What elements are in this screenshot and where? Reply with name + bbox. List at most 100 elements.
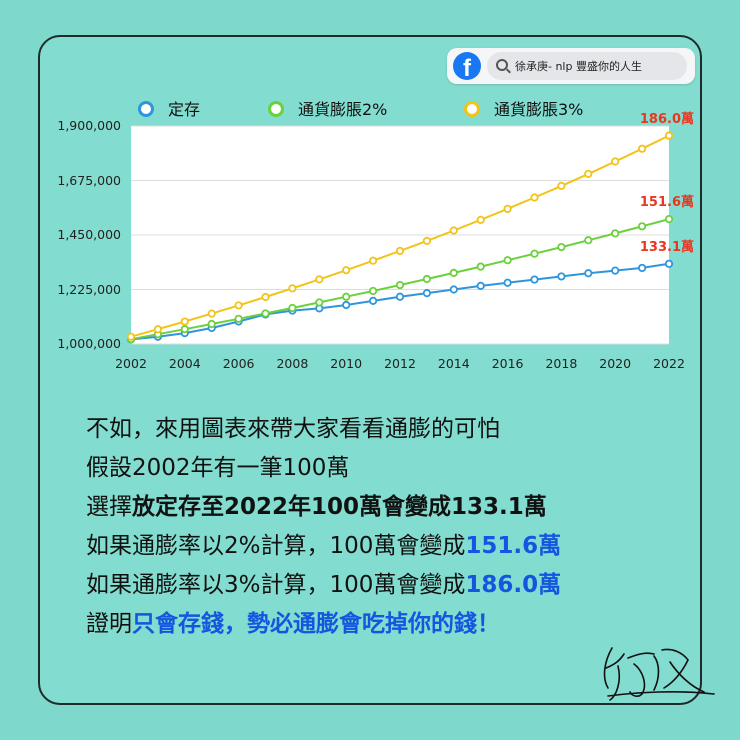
- data-point: [288, 303, 297, 313]
- data-point: [315, 275, 324, 284]
- data-point: [664, 214, 674, 224]
- data-point: [207, 309, 216, 318]
- data-point: [422, 236, 431, 245]
- data-point: [611, 229, 620, 238]
- x-tick-label: 2016: [491, 356, 524, 371]
- legend-label-inflation-2: 通貨膨脹2%: [298, 100, 388, 119]
- text-line-3-prefix: 選擇: [86, 494, 132, 520]
- data-point: [584, 236, 593, 245]
- x-tick-label: 2008: [276, 356, 309, 371]
- data-point: [180, 325, 189, 334]
- data-point: [557, 272, 566, 281]
- data-point: [476, 215, 485, 224]
- data-point: [611, 266, 620, 275]
- data-point: [449, 226, 458, 235]
- end-value-label: 151.6萬: [639, 195, 694, 211]
- series-points: [126, 131, 674, 344]
- y-tick-label: 1,675,000: [57, 172, 121, 188]
- end-value-label: 133.1萬: [639, 239, 694, 255]
- legend-item-inflation-2: 通貨膨脹2%: [268, 96, 387, 120]
- search-icon: [496, 59, 508, 71]
- chart-legend: 定存 通貨膨脹2% 通貨膨脹3%: [0, 96, 740, 120]
- y-tick-label: 1,900,000: [57, 118, 121, 133]
- data-point: [503, 256, 512, 265]
- facebook-search-field[interactable]: 徐承庚- nlp 豐盛你的人生: [487, 52, 687, 80]
- data-point: [611, 157, 620, 166]
- text-line-3: 選擇放定存至2022年100萬會變成133.1萬: [86, 488, 686, 527]
- facebook-logo-icon: f: [453, 52, 481, 80]
- data-point: [368, 286, 378, 296]
- x-tick-label: 2010: [330, 356, 363, 371]
- data-point: [261, 292, 270, 302]
- data-point: [584, 169, 593, 178]
- x-tick-label: 2006: [222, 356, 255, 371]
- data-point: [234, 314, 243, 323]
- text-line-6: 證明只會存錢，勢必通膨會吃掉你的錢！: [86, 605, 686, 644]
- legend-marker-inflation-2: [268, 100, 284, 117]
- data-point: [234, 301, 243, 310]
- data-point: [664, 259, 674, 268]
- data-point: [261, 309, 270, 318]
- text-line-4: 如果通膨率以2%計算，100萬會變成151.6萬: [86, 527, 686, 566]
- x-tick-label: 2014: [437, 356, 470, 371]
- facebook-search-bar[interactable]: f 徐承庚- nlp 豐盛你的人生: [447, 48, 695, 84]
- text-line-4-prefix: 如果通膨率以2%計算，100萬會變成: [86, 533, 466, 559]
- legend-item-inflation-3: 通貨膨脹3%: [464, 96, 583, 120]
- data-point: [664, 131, 674, 140]
- x-tick-label: 2004: [168, 356, 201, 371]
- text-line-6-prefix: 證明: [86, 611, 132, 637]
- data-point: [637, 222, 647, 231]
- data-point: [557, 242, 566, 252]
- data-point: [126, 332, 136, 341]
- signature-stroke: [603, 647, 715, 701]
- text-line-5-prefix: 如果通膨率以3%計算，100萬會變成: [86, 572, 466, 598]
- y-tick-label: 1,225,000: [57, 281, 121, 297]
- text-line-5-value: 186.0萬: [465, 572, 562, 598]
- legend-label-inflation-3: 通貨膨脹3%: [494, 100, 584, 119]
- data-point: [395, 246, 405, 256]
- data-point: [449, 268, 458, 277]
- data-point: [476, 262, 485, 271]
- data-point: [368, 296, 378, 305]
- grid-lines: [131, 125, 669, 345]
- data-point: [637, 263, 647, 273]
- text-line-1: 不如，來用圖表來帶大家看看通膨的可怕: [86, 416, 500, 442]
- data-point: [530, 249, 539, 258]
- legend-marker-deposit: [138, 100, 154, 117]
- data-point: [342, 266, 351, 275]
- end-value-label: 186.0萬: [639, 111, 694, 127]
- data-point: [503, 204, 512, 213]
- data-point: [342, 292, 351, 301]
- legend-label-deposit: 定存: [168, 100, 201, 119]
- data-point: [342, 300, 351, 310]
- data-point: [395, 292, 405, 301]
- x-tick-label: 2002: [115, 356, 147, 371]
- legend-marker-inflation-3: [464, 100, 480, 117]
- x-tick-label: 2020: [599, 356, 632, 371]
- y-tick-label: 1,000,000: [57, 336, 121, 351]
- data-point: [503, 278, 512, 287]
- data-point: [288, 284, 297, 293]
- data-point: [422, 289, 431, 298]
- data-point: [637, 144, 647, 153]
- data-point: [422, 274, 431, 284]
- data-point: [449, 285, 458, 294]
- text-line-2: 假設2002年有一筆100萬: [86, 455, 350, 481]
- x-tick-label: 2012: [384, 356, 416, 371]
- data-point: [530, 275, 539, 284]
- data-point: [180, 317, 189, 326]
- x-tick-label: 2022: [653, 356, 685, 371]
- text-line-6-bold: 只會存錢，勢必通膨會吃掉你的錢！: [132, 611, 500, 637]
- text-line-4-value: 151.6萬: [465, 533, 562, 559]
- signature-icon: [603, 647, 715, 701]
- data-point: [207, 319, 216, 329]
- data-point: [584, 269, 593, 278]
- data-point: [153, 325, 162, 334]
- data-point: [395, 280, 405, 290]
- text-line-3-bold: 放定存至2022年100萬會變成133.1萬: [132, 494, 547, 520]
- x-tick-label: 2018: [545, 356, 578, 371]
- facebook-search-text: 徐承庚- nlp 豐盛你的人生: [515, 60, 642, 73]
- data-point: [476, 281, 485, 290]
- data-point: [315, 298, 324, 307]
